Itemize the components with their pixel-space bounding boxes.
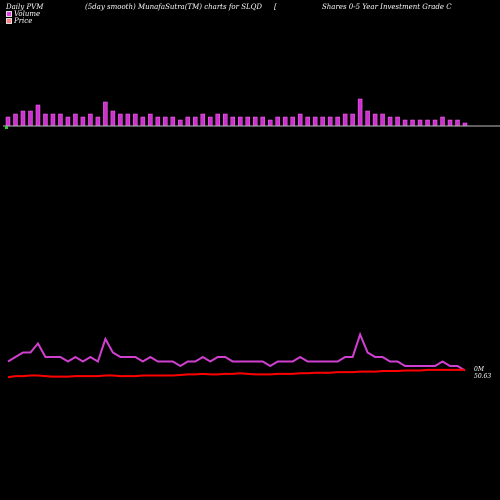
volume-bar xyxy=(13,113,18,127)
volume-line xyxy=(7,331,466,372)
volume-bar xyxy=(223,113,228,127)
volume-bar xyxy=(425,119,430,127)
volume-bar xyxy=(163,116,168,127)
volume-bar xyxy=(447,119,453,127)
volume-bar xyxy=(350,113,355,127)
price-value-label: 50.63 xyxy=(474,373,491,380)
volume-bar xyxy=(58,113,63,127)
volume-bar xyxy=(103,101,108,127)
volume-bar xyxy=(275,116,280,127)
volume-bar xyxy=(193,116,198,127)
volume-bar xyxy=(65,116,71,127)
volume-bar xyxy=(208,116,213,127)
volume-bar xyxy=(320,116,325,127)
legend-price-swatch xyxy=(6,18,12,24)
volume-bar xyxy=(88,113,93,127)
legend-price: Price xyxy=(6,17,32,25)
volume-bar xyxy=(118,113,123,127)
volume-bar xyxy=(312,116,318,127)
volume-bar xyxy=(5,116,11,127)
chart-title: (5day smooth) MunafaSutra(TM) charts for… xyxy=(85,3,262,11)
volume-bar xyxy=(440,116,445,127)
volume-bar xyxy=(290,116,295,127)
volume-bar xyxy=(178,119,183,127)
volume-bars xyxy=(5,98,468,127)
legend-volume-swatch xyxy=(6,11,12,17)
down-marker xyxy=(5,126,8,129)
chart-header-left: Daily PVM xyxy=(6,3,44,11)
volume-bar xyxy=(95,116,101,127)
volume-bar xyxy=(252,116,258,127)
volume-bar xyxy=(20,110,26,127)
volume-bar xyxy=(387,116,393,127)
legend-volume-label: Volume xyxy=(14,10,41,18)
volume-bar xyxy=(372,113,378,127)
legend-volume: Volume xyxy=(6,10,40,18)
volume-bar xyxy=(260,116,265,127)
volume-bar xyxy=(237,116,243,127)
chart-header-right: Shares 0-5 Year Investment Grade C xyxy=(322,3,452,11)
volume-bar xyxy=(432,119,438,127)
volume-bar xyxy=(342,113,348,127)
volume-bar xyxy=(43,113,48,127)
volume-bar xyxy=(215,113,221,127)
volume-bar xyxy=(282,116,288,127)
volume-bar xyxy=(28,110,33,127)
volume-bar xyxy=(170,116,176,127)
volume-bar xyxy=(200,113,206,127)
volume-bar xyxy=(357,98,363,127)
volume-bar xyxy=(417,119,423,127)
volume-bar xyxy=(365,110,370,127)
volume-bar xyxy=(327,116,333,127)
legend-price-label: Price xyxy=(14,17,33,25)
volume-bar xyxy=(410,119,415,127)
volume-bar xyxy=(297,113,303,127)
volume-bar xyxy=(455,119,460,127)
volume-bar xyxy=(35,104,41,127)
volume-bar xyxy=(73,113,78,127)
volume-value-label: 0M xyxy=(474,366,485,373)
price-line xyxy=(7,368,465,379)
volume-bar xyxy=(125,113,131,127)
chart-header-bracket: [ xyxy=(274,3,277,11)
volume-bar xyxy=(245,116,250,127)
volume-bar xyxy=(335,116,340,127)
volume-bar xyxy=(155,116,161,127)
volume-bar xyxy=(185,116,191,127)
volume-bar xyxy=(395,116,400,127)
volume-bar xyxy=(402,119,408,127)
volume-bar xyxy=(305,116,310,127)
volume-bar xyxy=(110,110,116,127)
volume-bar xyxy=(148,113,153,127)
volume-bar xyxy=(267,119,273,127)
volume-bar xyxy=(133,113,138,127)
volume-bar xyxy=(50,113,56,127)
volume-bar xyxy=(230,116,236,127)
volume-bar xyxy=(140,116,146,127)
volume-bar xyxy=(80,116,86,127)
volume-bar xyxy=(380,113,385,127)
